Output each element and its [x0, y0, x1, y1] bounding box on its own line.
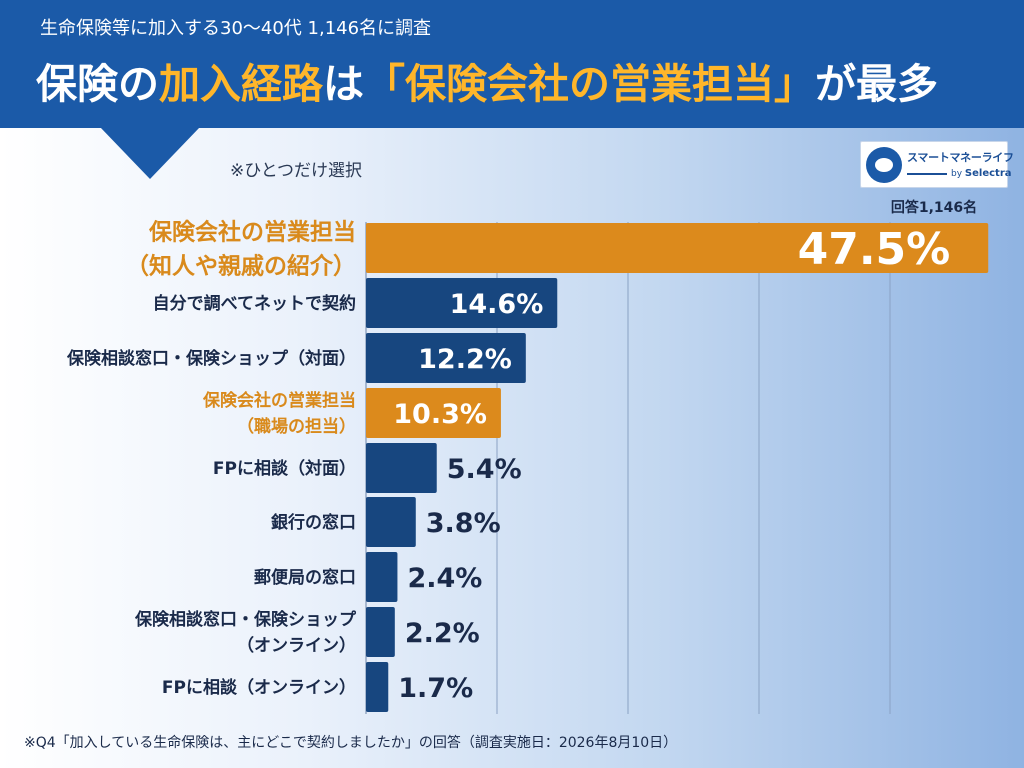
category-label: （職場の担当）	[237, 416, 356, 437]
title-part-5: が最多	[815, 60, 938, 108]
category-label: FPに相談（対面）	[213, 458, 356, 479]
survey-subtitle: 生命保険等に加入する30〜40代 1,146名に調査	[40, 18, 432, 39]
data-label: 10.3%	[393, 399, 487, 430]
data-label: 12.2%	[418, 344, 512, 375]
brand-logo: スマートマネーライフ by Selectra	[860, 141, 1014, 188]
logo-by: by	[951, 169, 963, 179]
category-label: 保険会社の営業担当	[148, 218, 356, 245]
bar	[366, 443, 437, 493]
data-label: 3.8%	[426, 508, 501, 539]
bar	[366, 607, 395, 657]
data-label: 2.2%	[405, 618, 480, 649]
data-label: 2.4%	[407, 563, 482, 594]
category-label: （知人や親戚の紹介）	[126, 252, 356, 279]
category-label: FPに相談（オンライン）	[162, 677, 356, 698]
data-label: 47.5%	[798, 224, 951, 275]
bar	[366, 388, 501, 438]
bar	[366, 552, 398, 602]
category-label: 銀行の窓口	[271, 512, 356, 533]
title-highlight-1: 加入経路	[159, 60, 323, 108]
title-highlight-2: 「保険会社の営業担当」	[364, 60, 815, 108]
category-label: 保険会社の営業担当	[202, 390, 356, 411]
piggy-bank-icon	[866, 147, 902, 183]
bar	[366, 223, 989, 273]
logo-brand-name: スマートマネーライフ	[907, 151, 1014, 164]
footnote: ※Q4「加入している生命保険は、主にどこで契約しましたか」の回答（調査実施日：2…	[24, 735, 678, 751]
data-label: 5.4%	[447, 454, 522, 485]
category-label: （オンライン）	[237, 635, 356, 656]
page-title: 保険の加入経路は「保険会社の営業担当」が最多	[36, 50, 938, 110]
bar	[366, 333, 526, 383]
category-label: 郵便局の窓口	[254, 567, 356, 588]
logo-partner-name: Selectra	[964, 168, 1012, 179]
bar	[366, 662, 389, 712]
logo-divider	[907, 173, 947, 175]
data-label: 14.6%	[450, 289, 544, 320]
category-label: 保険相談窓口・保険ショップ	[134, 609, 357, 630]
bar	[366, 278, 558, 328]
selection-note: ※ひとつだけ選択	[230, 161, 363, 181]
title-part-1: 保険の	[36, 60, 159, 108]
title-part-3: は	[323, 60, 364, 108]
category-label: 保険相談窓口・保険ショップ（対面）	[66, 348, 356, 369]
header-banner	[0, 0, 1024, 128]
header-pointer	[100, 127, 200, 179]
logo-partner: by Selectra	[951, 168, 1012, 179]
bar	[366, 497, 416, 547]
data-label: 1.7%	[398, 673, 473, 704]
respondent-count: 回答1,146名	[890, 200, 978, 216]
category-label: 自分で調べてネットで契約	[153, 293, 356, 314]
